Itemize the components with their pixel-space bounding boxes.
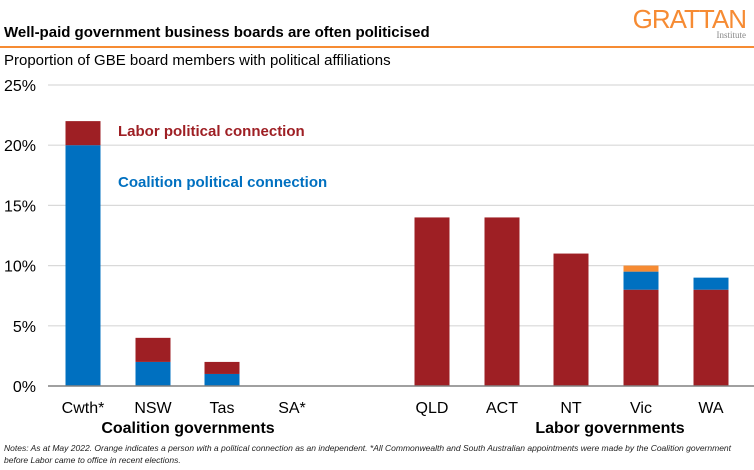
x-tick-label: NT xyxy=(560,400,582,417)
x-tick-label: QLD xyxy=(416,400,449,417)
y-tick-label: 0% xyxy=(13,379,36,396)
bar-segment-labor xyxy=(623,289,659,386)
grattan-logo: GRATTAN Institute xyxy=(632,4,747,40)
logo-sub-text: Institute xyxy=(716,30,747,40)
chart-notes: Notes: As at May 2022. Orange indicates … xyxy=(4,443,732,465)
bar-segment-coalition xyxy=(135,361,171,386)
bar-segment-coalition xyxy=(693,277,729,290)
logo-main-text: GRATTAN xyxy=(632,4,747,34)
bar-segment-independent xyxy=(623,265,659,272)
bar-segment-labor xyxy=(484,217,520,386)
bar-segment-coalition xyxy=(623,271,659,290)
bar-segment-labor xyxy=(414,217,450,386)
legend-labor: Labor political connection xyxy=(118,123,305,140)
chart-title: Well-paid government business boards are… xyxy=(4,24,430,41)
x-tick-label: Tas xyxy=(210,400,235,417)
x-tick-label: Cwth* xyxy=(62,400,105,417)
bar-segment-labor xyxy=(135,337,171,362)
x-tick-label: NSW xyxy=(134,400,172,417)
bar-segment-coalition xyxy=(204,373,240,386)
x-tick-label: WA xyxy=(698,400,724,417)
y-tick-label: 25% xyxy=(4,78,36,95)
group-label-coalition: Coalition governments xyxy=(101,420,274,437)
bar-segment-labor xyxy=(553,253,589,386)
group-label-labor: Labor governments xyxy=(535,420,684,437)
x-tick-label: Vic xyxy=(630,400,652,417)
chart-subtitle: Proportion of GBE board members with pol… xyxy=(4,52,391,69)
legend-coalition: Coalition political connection xyxy=(118,174,327,191)
y-tick-label: 20% xyxy=(4,138,36,155)
x-tick-label: SA* xyxy=(278,400,306,417)
y-tick-label: 5% xyxy=(13,319,36,336)
bar-segment-labor xyxy=(693,289,729,386)
title-rule xyxy=(0,46,754,48)
bar-segment-labor xyxy=(65,121,101,146)
y-tick-label: 15% xyxy=(4,198,36,215)
x-tick-label: ACT xyxy=(486,400,518,417)
bar-segment-labor xyxy=(204,361,240,374)
y-tick-label: 10% xyxy=(4,259,36,276)
bar-segment-coalition xyxy=(65,145,101,386)
